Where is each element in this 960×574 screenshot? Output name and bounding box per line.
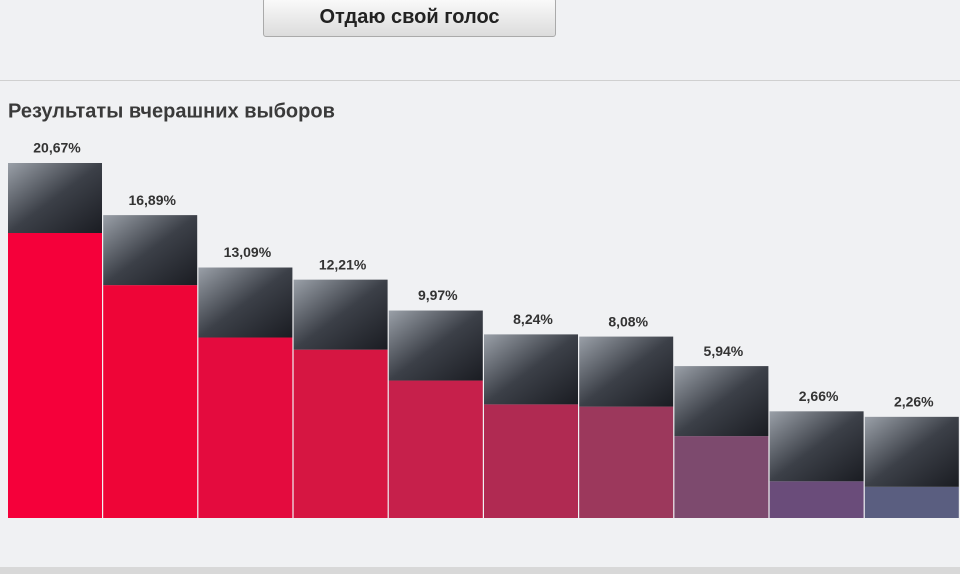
car-photo (674, 366, 769, 437)
bar (198, 337, 293, 518)
value-label: 8,08% (608, 313, 648, 329)
footer-bar (0, 567, 960, 574)
value-label: 2,66% (799, 388, 839, 404)
value-label: 8,24% (513, 311, 553, 327)
value-label: 2,26% (894, 394, 934, 410)
car-photo (388, 310, 483, 381)
value-label: 9,97% (418, 287, 458, 303)
bar (769, 481, 864, 518)
car-photo (8, 163, 102, 233)
bar (8, 233, 102, 518)
bar (293, 349, 388, 518)
bar (388, 380, 483, 518)
car-photo (293, 279, 388, 350)
bar (674, 436, 769, 518)
bar (103, 285, 198, 518)
vote-button[interactable]: Отдаю свой голос (263, 0, 556, 37)
value-label: 13,09% (224, 244, 272, 260)
car-photo (769, 411, 864, 482)
car-photo (103, 215, 198, 286)
car-photo (579, 336, 674, 407)
value-label: 12,21% (319, 256, 367, 272)
value-label: 20,67% (33, 140, 81, 156)
bar (864, 486, 959, 518)
value-label: 5,94% (704, 343, 744, 359)
chart-title: Результаты вчерашних выборов (8, 100, 335, 122)
bar (484, 404, 578, 518)
divider (0, 80, 960, 81)
car-photo (484, 334, 578, 405)
car-photo (198, 267, 293, 338)
bar (579, 406, 674, 518)
car-photo (864, 416, 959, 487)
value-label: 16,89% (128, 192, 176, 208)
